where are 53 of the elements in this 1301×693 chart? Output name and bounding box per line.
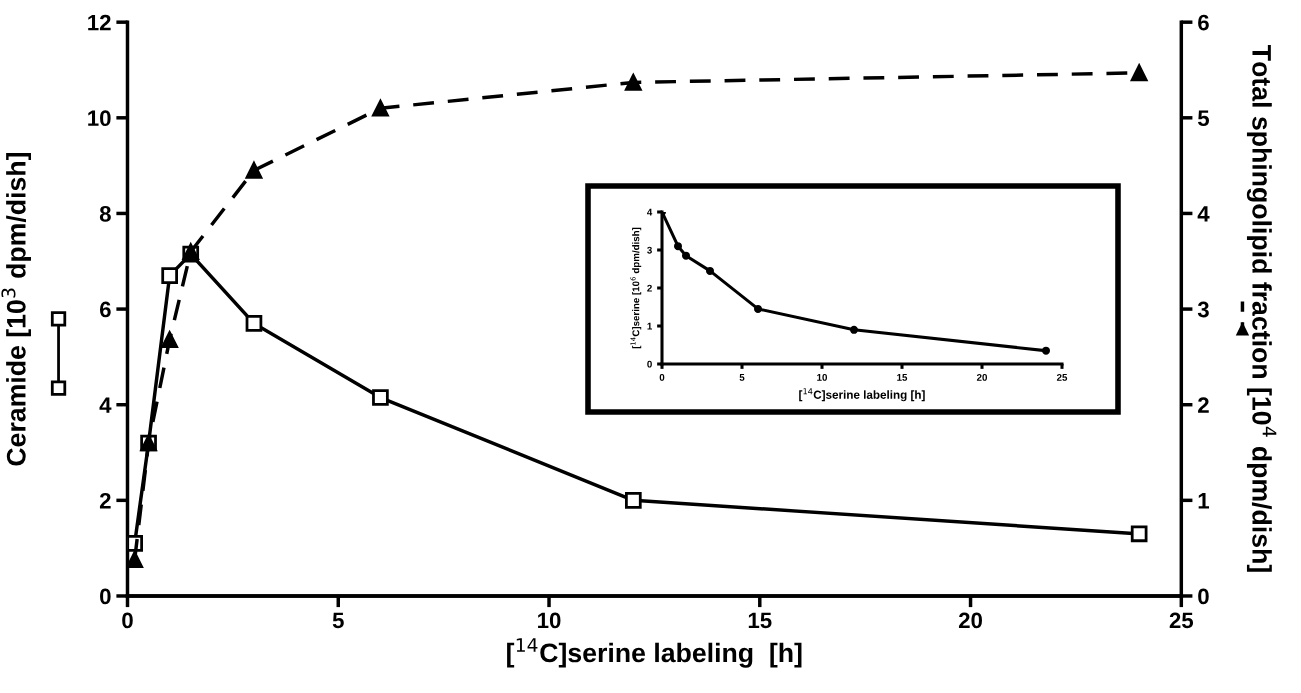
point — [161, 331, 178, 349]
y2-tick-label: 4 — [1197, 206, 1210, 222]
x-tick-label: 20 — [958, 612, 982, 629]
y-tick-label: 12 — [88, 14, 111, 31]
point — [1130, 525, 1148, 543]
x-axis-title: [$^{14}$C]serine labeling [h] — [507, 638, 802, 668]
y-tick-label: 1 — [647, 322, 653, 330]
y-tick-label: 2 — [647, 284, 652, 292]
y2-tick-label: 3 — [1197, 301, 1209, 318]
point — [624, 74, 642, 91]
point — [706, 266, 714, 275]
point — [1042, 346, 1050, 355]
x-tick-label: 0 — [659, 373, 665, 381]
y-tick-label: 3 — [647, 246, 652, 254]
y-tick-label: 10 — [88, 110, 111, 127]
x-tick-label: 5 — [739, 374, 745, 381]
y-tick-label: 8 — [99, 205, 111, 222]
x-tick-label: 25 — [1056, 373, 1068, 381]
point — [245, 315, 263, 332]
y2-tick-label: 1 — [1198, 493, 1210, 509]
y-axis-title: Ceramide [10$^{3}$ dpm/dish] — [1, 153, 31, 466]
y2-tick-label: 6 — [1198, 14, 1209, 31]
point — [682, 251, 690, 260]
x-tick-label: 10 — [817, 373, 828, 381]
x-tick-label: 5 — [332, 612, 344, 629]
point — [674, 242, 682, 251]
y-tick-label: 4 — [647, 208, 653, 216]
point — [127, 551, 143, 568]
point — [624, 492, 642, 509]
point — [754, 304, 762, 313]
point — [372, 99, 389, 117]
y-tick-label: 0 — [100, 588, 111, 605]
x-tick-label: 15 — [748, 612, 772, 629]
x-tick-label: 0 — [122, 612, 133, 629]
y-tick-label: 4 — [99, 397, 112, 413]
y2-tick-label: 5 — [1197, 110, 1210, 127]
point — [1130, 64, 1148, 82]
y2-axis-title: Total sphingolipid fraction [10$^{4}$ dpm/dish] — [1246, 45, 1277, 572]
x-tick-label: 15 — [897, 374, 908, 381]
point — [161, 267, 178, 284]
y2-tick-label: 0 — [1198, 588, 1209, 605]
point — [850, 325, 858, 334]
x-axis-title: [$^{14}$C]serine labeling [h] — [799, 388, 925, 402]
x-tick-label: 25 — [1169, 612, 1194, 629]
y-tick-label: 6 — [99, 301, 111, 318]
y-axis-title: [$^{14}$C]serine [10$^{6}$ dpm/dish] — [630, 227, 642, 349]
y-tick-label: 0 — [647, 360, 652, 368]
point — [245, 162, 263, 179]
x-tick-label: 20 — [976, 373, 988, 381]
y2-tick-label: 2 — [1198, 397, 1209, 413]
x-tick-label: 10 — [538, 612, 561, 629]
point — [372, 389, 389, 406]
y-tick-label: 2 — [99, 492, 111, 509]
